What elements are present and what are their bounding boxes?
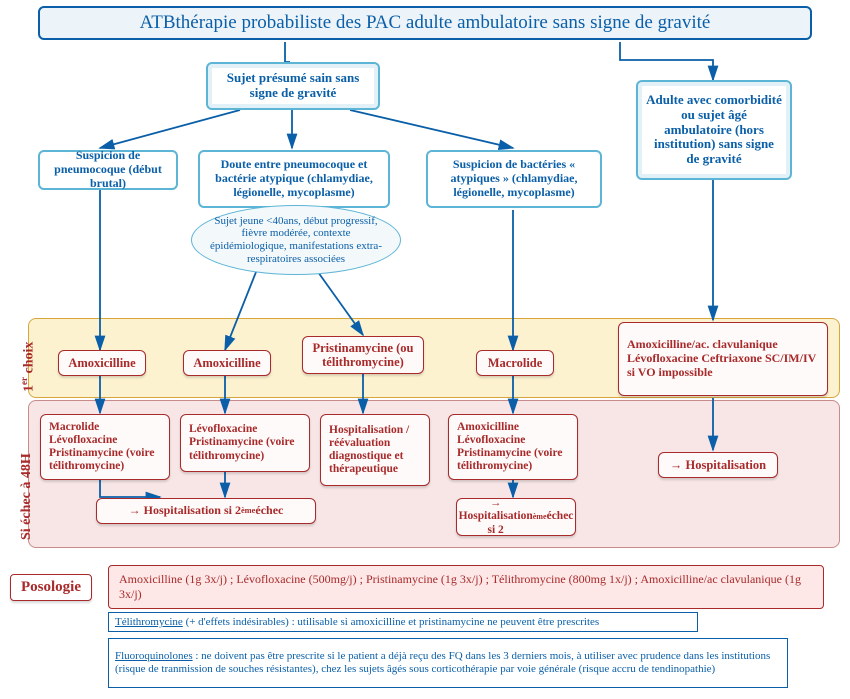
node-susp-pneumo: Suspicion de pneumocoque (début brutal) [38, 150, 178, 190]
title-box: ATBthérapie probabiliste des PAC adulte … [38, 6, 812, 40]
node-comorbid: Adulte avec comorbidité ou sujet âgé amb… [636, 80, 792, 180]
sec-atypical: Amoxicilline Lévofloxacine Pristinamycin… [448, 414, 578, 480]
hosp-second-right: → Hospitalisation si 2ème échec [456, 498, 576, 536]
node-susp-doubt: Doute entre pneumocoque et bactérie atyp… [198, 150, 390, 208]
hosp-second-left: → Hospitalisation si 2ème échec [96, 498, 316, 524]
node-healthy: Sujet présumé sain sans signe de gravité [206, 62, 380, 110]
sec-doubt-a: Lévofloxacine Pristinamycine (voire téli… [180, 414, 310, 472]
first-comorbid: Amoxicilline/ac. clavulanique Lévofloxac… [618, 322, 828, 396]
footnote-fq: Fluoroquinolones : ne doivent pas être p… [108, 638, 788, 688]
sec-doubt-b: Hospitalisation / réévaluation diagnosti… [320, 414, 430, 486]
node-susp-atypical: Suspicion de bactéries « atypiques » (ch… [426, 150, 602, 208]
ellipse-hint: Sujet jeune <40ans, début progressif, fi… [191, 205, 401, 275]
sec-comorbid: → Hospitalisation [658, 452, 778, 478]
first-doubt-a: Amoxicilline [183, 350, 271, 376]
footnote-telithro: Télithromycine (+ d'effets indésirables)… [108, 612, 698, 632]
first-doubt-b: Pristinamycine (ou télithromycine) [302, 336, 424, 374]
first-pneumo: Amoxicilline [58, 350, 146, 376]
posology-body: Amoxicilline (1g 3x/j) ; Lévofloxacine (… [108, 565, 824, 609]
sec-pneumo: Macrolide Lévofloxacine Pristinamycine (… [40, 414, 170, 480]
first-atypical: Macrolide [476, 350, 554, 376]
posology-label: Posologie [10, 574, 92, 601]
